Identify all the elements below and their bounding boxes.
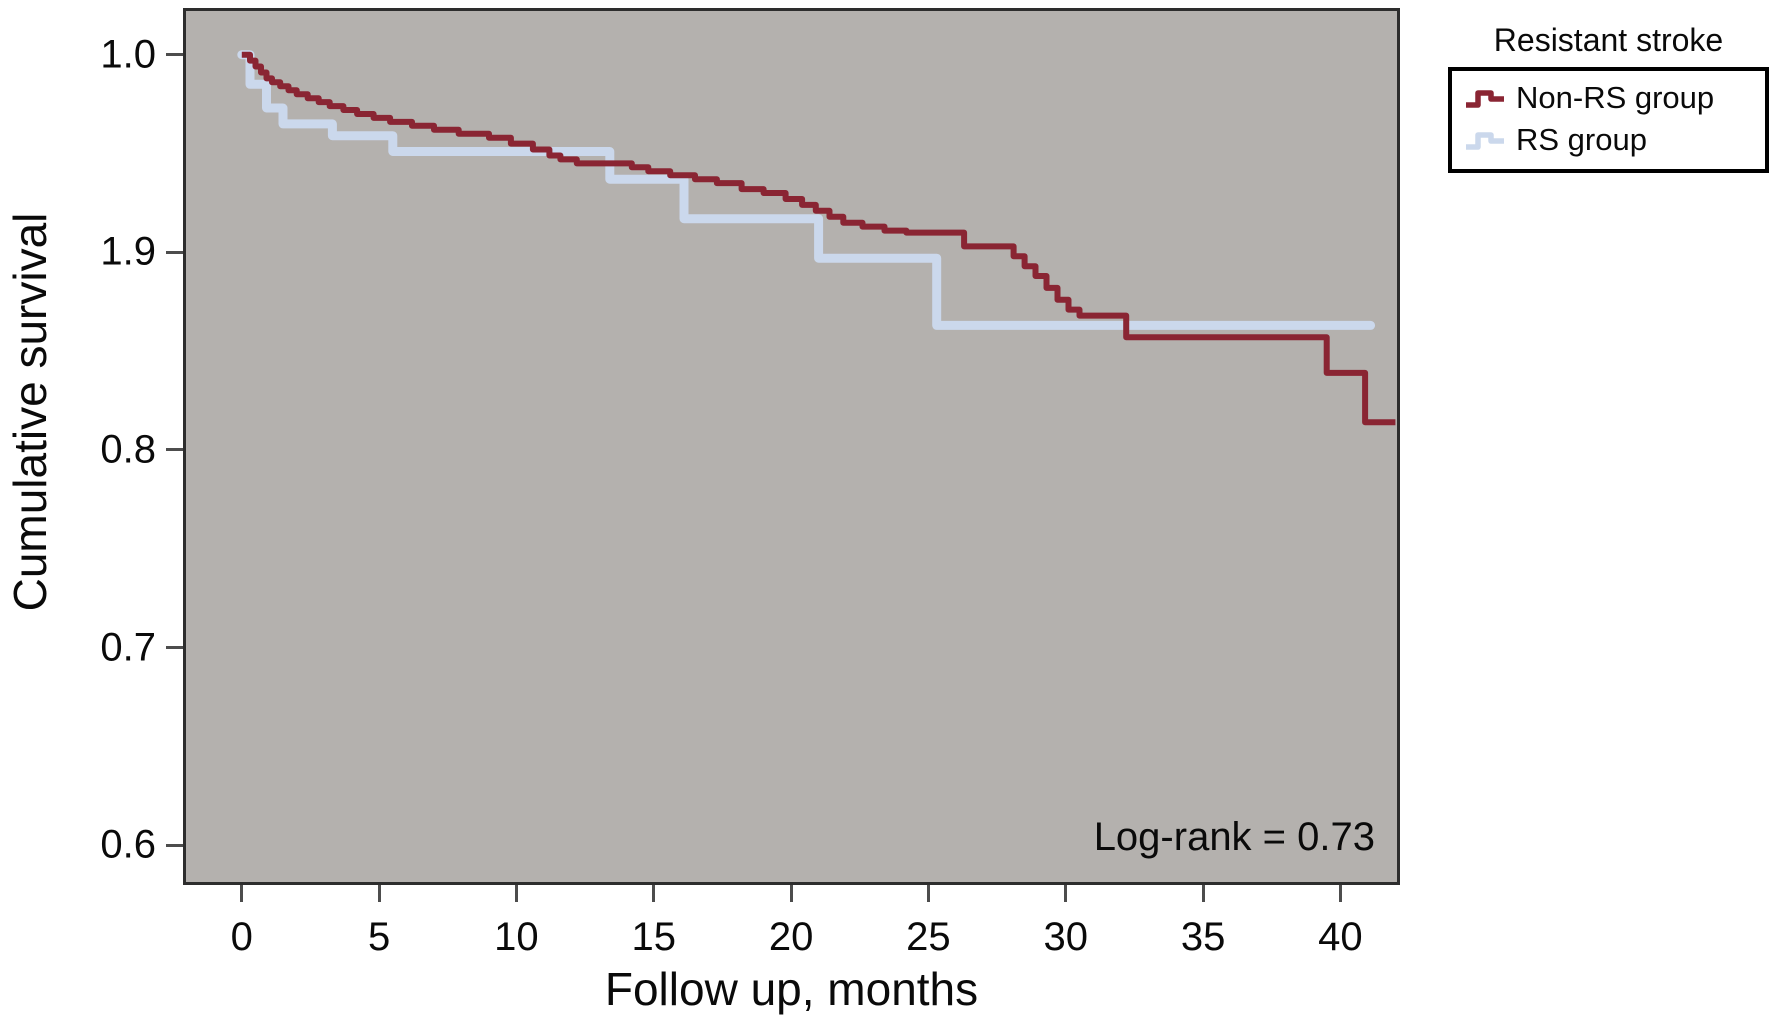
x-tick-mark (1201, 885, 1205, 902)
legend-item-non-rs: Non-RS group (1464, 77, 1757, 119)
legend-label-non-rs: Non-RS group (1516, 80, 1715, 115)
y-tick-mark (166, 53, 183, 57)
x-tick-label: 40 (1318, 915, 1363, 959)
y-tick-label: 1.0 (100, 32, 156, 77)
legend: Resistant stroke Non-RS group RS group (1448, 22, 1769, 173)
x-tick-mark (926, 885, 930, 902)
x-axis-title: Follow up, months (604, 963, 979, 1015)
x-tick-mark (514, 885, 518, 902)
rs-step-icon (1466, 132, 1504, 150)
x-tick-mark (377, 885, 381, 902)
rs-curve (237, 50, 1376, 330)
legend-title: Resistant stroke (1493, 22, 1724, 58)
x-tick-label: 15 (631, 915, 677, 959)
y-tick-label: 0.6 (100, 822, 156, 867)
legend-box: Non-RS group RS group (1448, 67, 1769, 173)
x-tick-label: 5 (367, 915, 391, 959)
survival-curves (237, 50, 1396, 426)
legend-item-rs: RS group (1464, 119, 1757, 161)
x-tick-mark (1338, 885, 1342, 902)
non-rs-curve (241, 51, 1396, 426)
x-tick-mark (789, 885, 793, 902)
x-tick-label: 0 (230, 915, 253, 959)
x-tick-label: 25 (906, 915, 951, 959)
x-tick-mark (1064, 885, 1068, 902)
x-tick-label: 30 (1043, 915, 1089, 959)
non-rs-step-icon (1466, 90, 1504, 108)
y-axis-title: Cumulative survival (4, 212, 56, 612)
y-tick-label: 1.9 (100, 229, 156, 274)
x-tick-mark (240, 885, 244, 902)
x-tick-label: 35 (1180, 915, 1226, 959)
y-tick-label: 0.7 (100, 625, 156, 670)
log-rank-annotation: Log-rank = 0.73 (1093, 815, 1375, 859)
y-tick-mark (166, 448, 183, 452)
y-tick-mark (166, 843, 183, 847)
x-tick-label: 20 (768, 915, 814, 959)
legend-label-rs: RS group (1516, 122, 1647, 157)
x-tick-label: 10 (494, 915, 539, 959)
y-tick-label: 0.8 (100, 427, 156, 472)
y-tick-mark (166, 250, 183, 254)
y-tick-mark (166, 646, 183, 650)
plot-area: Log-rank = 0.73 (183, 8, 1400, 885)
x-tick-mark (652, 885, 656, 902)
